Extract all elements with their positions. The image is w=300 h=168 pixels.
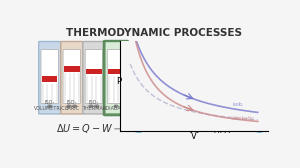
Circle shape [114, 105, 118, 107]
FancyBboxPatch shape [41, 50, 58, 103]
Text: THERMODYNAMIC PROCESSES: THERMODYNAMIC PROCESSES [66, 28, 242, 38]
Bar [108, 69, 124, 74]
Text: ADIABATIC: ADIABATIC [103, 106, 129, 111]
Text: Adiabatic: Adiabatic [232, 116, 255, 121]
FancyBboxPatch shape [63, 50, 80, 103]
Text: isob.: isob. [232, 102, 244, 107]
X-axis label: V: V [191, 132, 197, 141]
Bar [86, 69, 102, 74]
Circle shape [133, 126, 145, 132]
Text: $PV = nRT$: $PV = nRT$ [189, 123, 235, 135]
Circle shape [95, 105, 98, 107]
Text: $\Delta U = Q - W$: $\Delta U = Q - W$ [56, 122, 113, 135]
Circle shape [67, 105, 71, 107]
Text: ISO-
BARIC: ISO- BARIC [64, 100, 79, 111]
FancyBboxPatch shape [105, 41, 127, 114]
FancyBboxPatch shape [61, 41, 83, 114]
FancyBboxPatch shape [107, 50, 125, 103]
Text: 2: 2 [136, 124, 142, 133]
Circle shape [89, 105, 93, 107]
Circle shape [254, 126, 266, 132]
Circle shape [73, 105, 76, 107]
Bar [42, 76, 58, 82]
Text: ISO-
THERMAL: ISO- THERMAL [82, 100, 106, 111]
Circle shape [48, 105, 52, 107]
Bar [64, 66, 80, 72]
Text: 1: 1 [256, 124, 262, 133]
FancyBboxPatch shape [39, 41, 61, 114]
FancyBboxPatch shape [83, 41, 105, 114]
Y-axis label: P: P [116, 77, 121, 86]
Text: ISO-
VOLUMETRIC: ISO- VOLUMETRIC [34, 100, 65, 111]
FancyBboxPatch shape [85, 50, 103, 103]
